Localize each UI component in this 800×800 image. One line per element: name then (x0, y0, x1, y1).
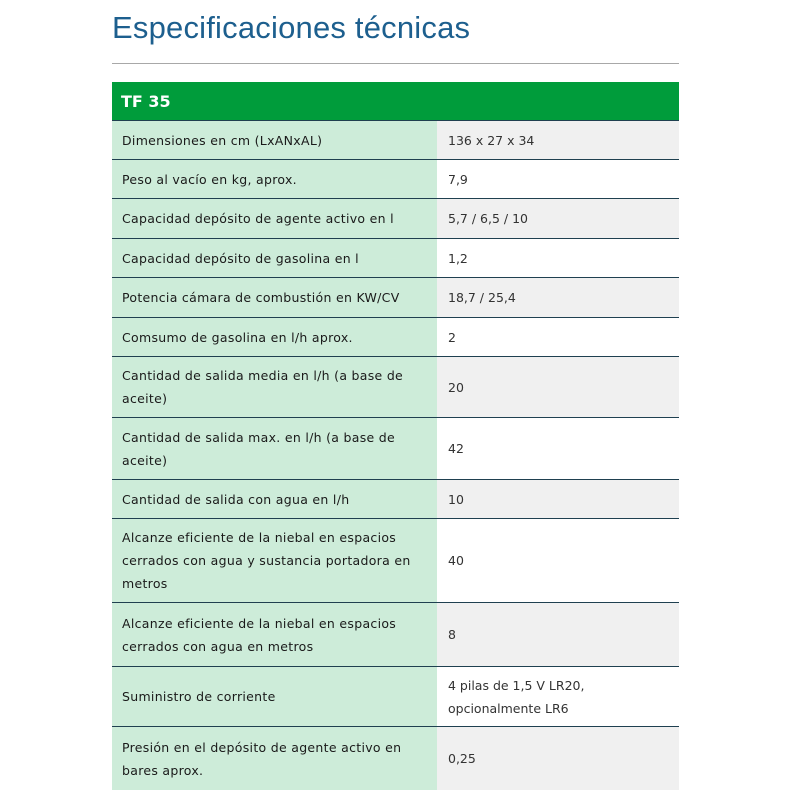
spec-label: Dimensiones en cm (LxANxAL) (112, 121, 437, 159)
table-row: Cantidad de salida media en l/h (a base … (112, 357, 679, 418)
table-row: Capacidad depósito de agente activo en l… (112, 199, 679, 239)
spec-value: 0,25 (437, 727, 679, 790)
table-row: Alcanze eficiente de la niebal en espaci… (112, 519, 679, 603)
spec-label: Presión en el depósito de agente activo … (112, 727, 437, 790)
table-row: Presión en el depósito de agente activo … (112, 727, 679, 790)
table-row: Cantidad de salida max. en l/h (a base d… (112, 418, 679, 480)
spec-value: 2 (437, 318, 679, 356)
spec-value: 1,2 (437, 239, 679, 277)
table-row: Alcanze eficiente de la niebal en espaci… (112, 603, 679, 667)
table-row: Potencia cámara de combustión en KW/CV 18… (112, 278, 679, 318)
spec-label: Cantidad de salida media en l/h (a base … (112, 357, 437, 417)
spec-value: 5,7 / 6,5 / 10 (437, 199, 679, 238)
table-row: Capacidad depósito de gasolina en l 1,2 (112, 239, 679, 278)
spec-label: Capacidad depósito de agente activo en l (112, 199, 437, 238)
table-row: Comsumo de gasolina en l/h aprox. 2 (112, 318, 679, 357)
spec-value: 18,7 / 25,4 (437, 278, 679, 317)
spec-label: Suministro de corriente (112, 667, 437, 726)
spec-value: 20 (437, 357, 679, 417)
spec-value: 10 (437, 480, 679, 518)
spec-value: 40 (437, 519, 679, 602)
spec-label: Alcanze eficiente de la niebal en espaci… (112, 603, 437, 666)
table-row: Dimensiones en cm (LxANxAL) 136 x 27 x 34 (112, 121, 679, 160)
spec-label: Cantidad de salida con agua en l/h (112, 480, 437, 518)
page-title: Especificaciones técnicas (112, 10, 471, 45)
spec-label: Cantidad de salida max. en l/h (a base d… (112, 418, 437, 479)
spec-label: Alcanze eficiente de la niebal en espaci… (112, 519, 437, 602)
spec-value: 7,9 (437, 160, 679, 198)
spec-value: 8 (437, 603, 679, 666)
spec-label: Comsumo de gasolina en l/h aprox. (112, 318, 437, 356)
table-row: Cantidad de salida con agua en l/h 10 (112, 480, 679, 519)
table-header-model: TF 35 (112, 82, 679, 121)
spec-value: 136 x 27 x 34 (437, 121, 679, 159)
spec-value: 42 (437, 418, 679, 479)
spec-label: Potencia cámara de combustión en KW/CV (112, 278, 437, 317)
spec-value: 4 pilas de 1,5 V LR20, opcionalmente LR6 (437, 667, 679, 726)
table-row: Suministro de corriente 4 pilas de 1,5 V … (112, 667, 679, 727)
title-divider (112, 63, 679, 64)
specs-table: TF 35 Dimensiones en cm (LxANxAL) 136 x 2… (112, 82, 679, 790)
spec-label: Capacidad depósito de gasolina en l (112, 239, 437, 277)
table-row: Peso al vacío en kg, aprox. 7,9 (112, 160, 679, 199)
spec-label: Peso al vacío en kg, aprox. (112, 160, 437, 198)
